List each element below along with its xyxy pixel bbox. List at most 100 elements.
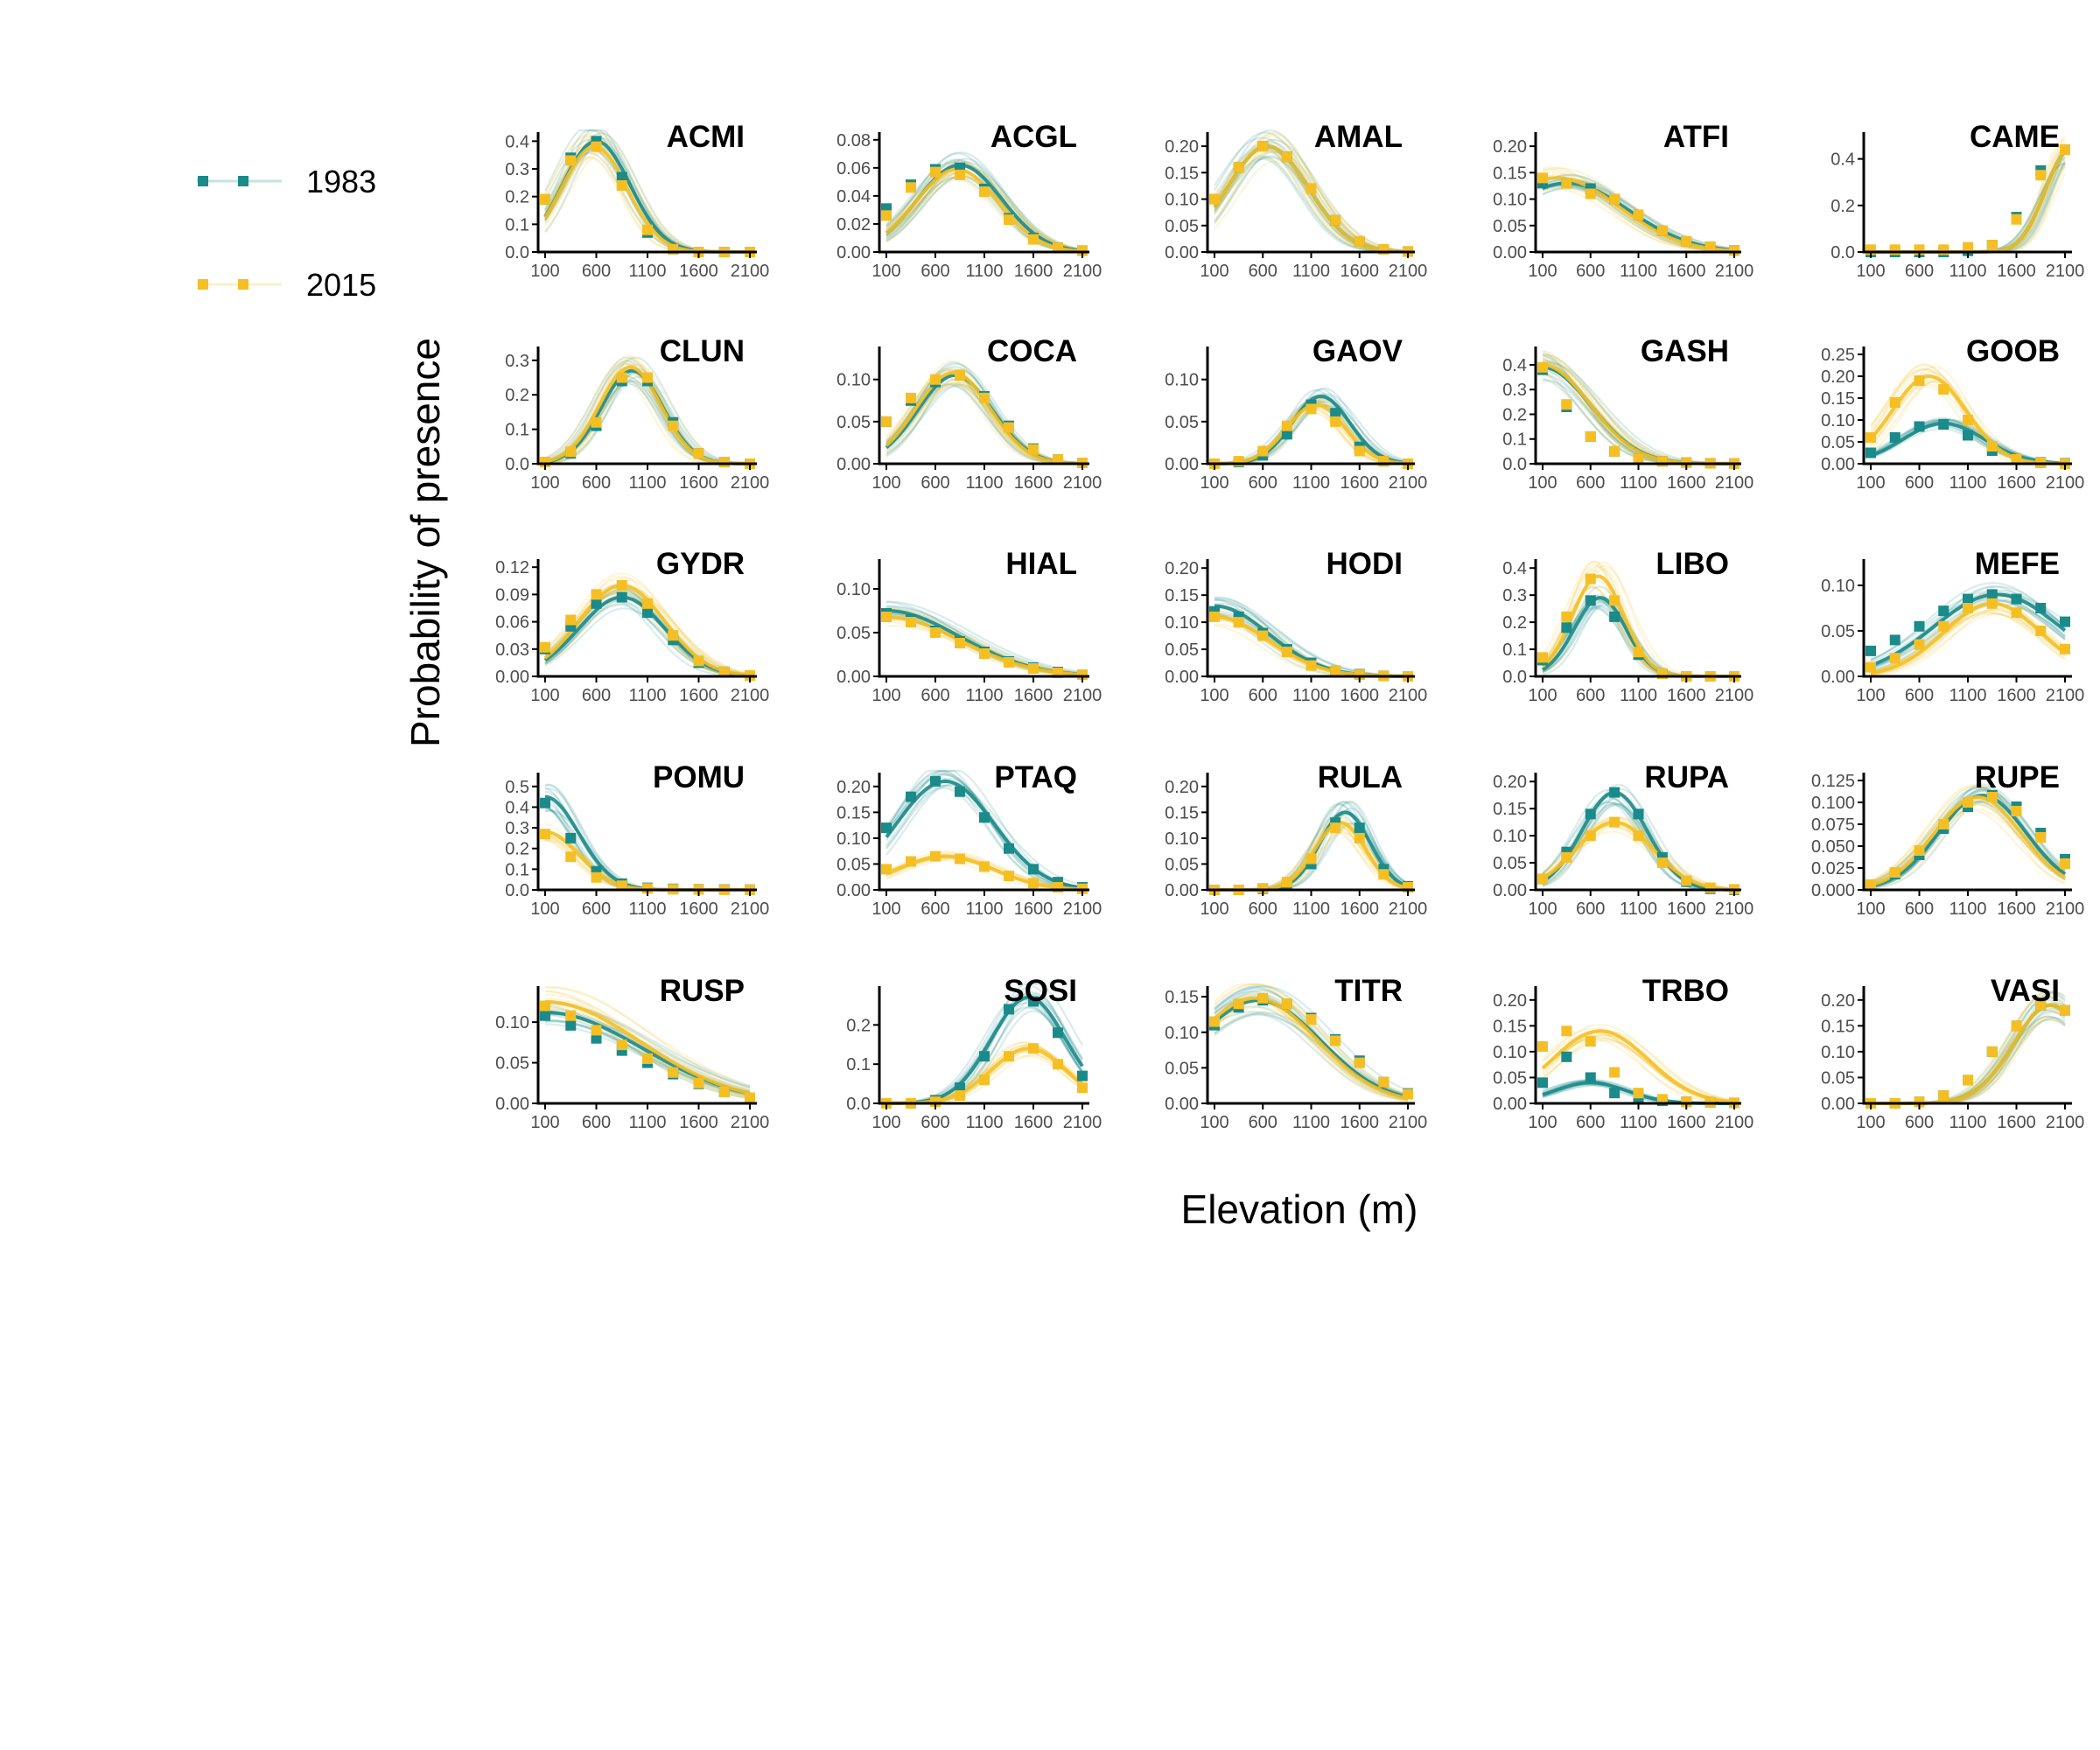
data-point-2015 <box>693 655 704 667</box>
posterior-draw-line <box>544 985 751 1087</box>
data-point-1983 <box>1609 611 1620 622</box>
x-tick-label: 1100 <box>1949 262 1986 281</box>
y-tick-label: 0.1 <box>505 421 529 440</box>
data-point-2015 <box>881 612 892 622</box>
data-point-2015 <box>930 627 941 638</box>
x-tick-label: 600 <box>582 686 611 705</box>
panel-trbo: 0.00 0.05 0.10 0.15 0.20 100 600 1100 1600 2100 TR… <box>1493 974 1754 1132</box>
data-point-2015 <box>1866 879 1876 890</box>
data-point-1983 <box>1585 808 1596 820</box>
y-tick-label: 0.0 <box>1502 455 1527 474</box>
posterior-draw-line <box>1870 608 2066 676</box>
panel-title: GYDR <box>656 547 745 581</box>
y-tick-label: 0.000 <box>1811 881 1855 900</box>
y-tick-label: 0.05 <box>1165 217 1199 236</box>
data-point-1983 <box>565 832 577 844</box>
posterior-draw-line <box>1870 582 2066 662</box>
y-tick-label: 0.10 <box>1165 191 1199 210</box>
legend-marker <box>238 176 248 186</box>
data-point-2015 <box>1914 845 1925 856</box>
x-tick-label: 2100 <box>2046 1113 2085 1132</box>
panel-titr: 0.00 0.05 0.10 0.15 100 600 1100 1600 2100 TITR <box>1165 974 1427 1132</box>
data-point-2015 <box>540 1000 550 1012</box>
x-tick-label: 100 <box>1200 1113 1228 1132</box>
y-tick-label: 0.05 <box>1821 1068 1855 1088</box>
data-point-2015 <box>1233 162 1244 173</box>
y-tick-label: 0.2 <box>505 840 529 859</box>
data-point-2015 <box>1609 816 1620 828</box>
data-point-1983 <box>1986 589 1998 600</box>
data-point-2015 <box>955 169 965 180</box>
data-point-2015 <box>1281 998 1292 1010</box>
posterior-draw-line <box>886 159 1083 251</box>
panel-title: CLUN <box>660 334 745 368</box>
data-point-2015 <box>955 853 965 864</box>
y-tick-label: 0.2 <box>1502 613 1527 633</box>
panel-title: HIAL <box>1005 547 1077 581</box>
data-point-2015 <box>1963 415 1973 425</box>
y-tick-label: 0.2 <box>1502 405 1527 424</box>
data-point-2015 <box>906 392 916 403</box>
x-tick-label: 1100 <box>1949 473 1986 493</box>
data-point-1983 <box>1889 634 1900 646</box>
data-point-1983 <box>1585 1072 1596 1083</box>
data-point-2015 <box>1938 244 1950 256</box>
data-point-1983 <box>1963 430 1973 441</box>
data-point-2015 <box>1306 853 1317 864</box>
data-point-2015 <box>1633 830 1644 842</box>
panel-hial: 0.00 0.05 0.10 100 600 1100 1600 2100 HIAL <box>836 547 1102 705</box>
data-point-2015 <box>1656 1094 1668 1105</box>
data-point-1983 <box>1914 620 1925 632</box>
x-tick-label: 1100 <box>965 900 1003 919</box>
posterior-draw-line <box>544 582 751 676</box>
panel-goob: 0.00 0.05 0.10 0.15 0.20 0.25 100 600 1100 1600 21… <box>1821 334 2084 493</box>
panel-title: COCA <box>987 334 1077 368</box>
data-point-2015 <box>1330 665 1341 676</box>
x-tick-label: 100 <box>530 262 559 281</box>
data-point-2015 <box>1609 1067 1620 1078</box>
x-tick-label: 1100 <box>628 473 666 493</box>
data-point-2015 <box>881 416 892 427</box>
data-point-2015 <box>1028 444 1039 455</box>
data-point-2015 <box>979 1074 990 1086</box>
x-tick-label: 600 <box>1905 900 1934 919</box>
x-tick-label: 1600 <box>1997 1113 2036 1132</box>
y-tick-label: 0.05 <box>836 624 871 643</box>
y-tick-label: 0.00 <box>1493 881 1527 900</box>
data-point-2015 <box>2035 832 2047 843</box>
y-tick-label: 0.00 <box>1493 243 1527 262</box>
data-point-2015 <box>1585 188 1596 200</box>
data-point-1983 <box>1609 787 1620 798</box>
y-tick-label: 0.4 <box>1830 150 1855 170</box>
data-point-2015 <box>1004 1051 1014 1062</box>
x-tick-label: 1600 <box>1997 900 2036 919</box>
data-point-2015 <box>1609 193 1620 205</box>
data-point-2015 <box>2060 643 2070 654</box>
x-tick-label: 100 <box>1528 473 1557 493</box>
data-point-2015 <box>979 648 990 659</box>
posterior-draw-line <box>886 158 1083 253</box>
x-tick-label: 2100 <box>1389 686 1428 705</box>
y-tick-label: 0.10 <box>1493 191 1527 210</box>
y-tick-label: 0.0 <box>1502 668 1527 687</box>
data-point-2015 <box>1633 453 1644 465</box>
data-point-1983 <box>591 1032 602 1044</box>
x-tick-label: 2100 <box>731 1113 770 1132</box>
y-tick-label: 0.15 <box>1165 164 1199 183</box>
posterior-draw-line <box>544 986 751 1090</box>
y-tick-label: 0.00 <box>495 668 529 687</box>
data-point-2015 <box>1561 1026 1572 1037</box>
posterior-draw-line <box>1542 1030 1735 1104</box>
data-point-2015 <box>616 1040 627 1051</box>
y-tick-label: 0.20 <box>1493 137 1527 157</box>
data-point-2015 <box>668 1067 679 1078</box>
y-tick-label: 0.00 <box>495 1095 529 1114</box>
fitted-line-2015 <box>1869 374 2065 466</box>
y-tick-label: 0.05 <box>1165 413 1199 432</box>
data-point-2015 <box>1281 647 1292 658</box>
x-tick-label: 1600 <box>679 262 718 281</box>
data-point-2015 <box>718 666 730 677</box>
panel-title: AMAL <box>1314 120 1403 154</box>
panel-acmi: 0.0 0.1 0.2 0.3 0.4 100 600 1100 1600 2100 ACMI <box>505 120 769 281</box>
